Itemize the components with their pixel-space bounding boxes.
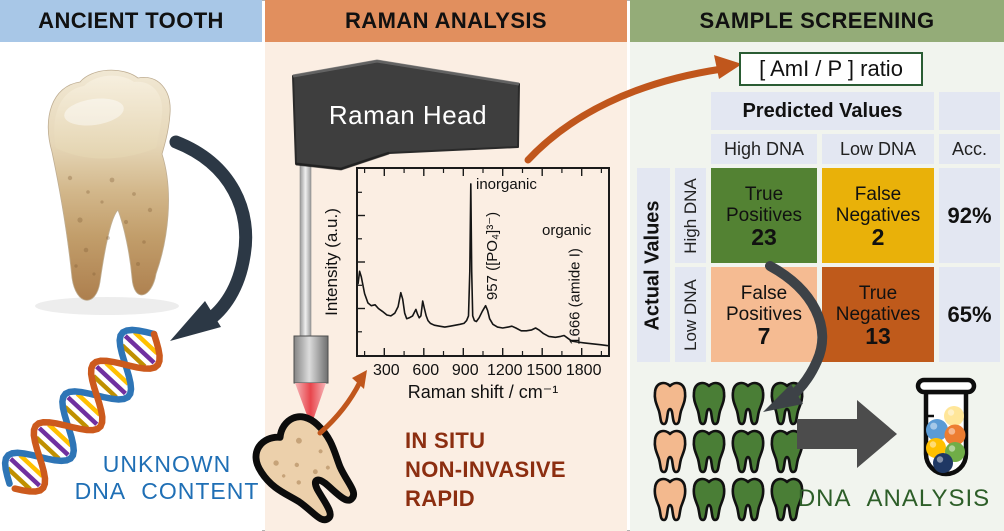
col-label-low-dna: Low DNA bbox=[822, 134, 934, 164]
panel-header-ancient-tooth: ANCIENT TOOTH bbox=[0, 0, 262, 42]
annotation-inorganic: inorganic bbox=[476, 176, 537, 193]
raman-spectrum-plot: 300 600 900 1200 1500 1800 Raman shift / cm⁻¹… bbox=[322, 167, 610, 402]
x-axis-label: Raman shift / cm⁻¹ bbox=[407, 382, 559, 402]
raman-head-label: Raman Head bbox=[328, 100, 488, 130]
method-notes: IN SITU NON-INVASIVE RAPID bbox=[405, 426, 566, 513]
x-tick-label: 1200 bbox=[486, 362, 523, 379]
annotation-amide-peak: 1666 (amide I) bbox=[566, 248, 584, 345]
cell-false-positives: False Positives 7 bbox=[711, 267, 817, 362]
accuracy-high-dna: 92% bbox=[939, 168, 1000, 263]
x-tick-label: 600 bbox=[412, 362, 440, 379]
x-tick-label: 1800 bbox=[565, 362, 602, 379]
x-tick-label: 300 bbox=[372, 362, 400, 379]
row-label-high-dna: High DNA bbox=[675, 168, 706, 263]
row-label-low-dna: Low DNA bbox=[675, 267, 706, 362]
annotation-phosphate-peak: 957 ([PO₄]³⁻) bbox=[484, 211, 501, 301]
unknown-dna-caption: UNKNOWN DNA CONTENT bbox=[68, 451, 266, 505]
col-label-high-dna: High DNA bbox=[711, 134, 817, 164]
panel-header-raman-analysis: RAMAN ANALYSIS bbox=[265, 0, 627, 42]
confusion-matrix: Predicted Values High DNA Low DNA Acc. A… bbox=[637, 92, 1000, 362]
panel-header-sample-screening: SAMPLE SCREENING bbox=[630, 0, 1004, 42]
dna-analysis-label: DNA ANALYSIS bbox=[797, 485, 991, 512]
matrix-corner-cell bbox=[939, 92, 1000, 130]
col-label-acc: Acc. bbox=[939, 134, 1000, 164]
x-tick-label: 1500 bbox=[526, 362, 562, 379]
annotation-organic: organic bbox=[542, 222, 592, 239]
x-tick-label: 900 bbox=[451, 362, 479, 379]
caption-line-unknown: UNKNOWN bbox=[102, 451, 232, 477]
actual-values-header: Actual Values bbox=[637, 168, 670, 362]
note-non-invasive: NON-INVASIVE bbox=[405, 457, 566, 482]
caption-line-dna-content: DNA CONTENT bbox=[74, 478, 260, 504]
ami-p-ratio-box: [ AmI / P ] ratio bbox=[739, 52, 923, 86]
cell-true-negatives: True Negatives 13 bbox=[822, 267, 934, 362]
cell-true-positives: True Positives 23 bbox=[711, 168, 817, 263]
accuracy-low-dna: 65% bbox=[939, 267, 1000, 362]
predicted-values-header: Predicted Values bbox=[711, 92, 934, 130]
note-rapid: RAPID bbox=[405, 486, 475, 511]
y-axis-label: Intensity (a.u.) bbox=[322, 208, 341, 316]
raman-spectrum-curve bbox=[357, 169, 609, 355]
cell-false-negatives: False Negatives 2 bbox=[822, 168, 934, 263]
note-in-situ: IN SITU bbox=[405, 428, 486, 453]
